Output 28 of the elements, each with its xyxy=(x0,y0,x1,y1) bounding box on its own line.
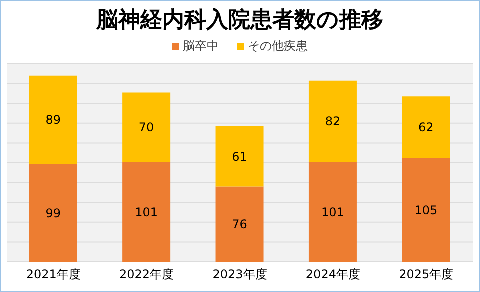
bar xyxy=(122,162,171,262)
data-label: 101 xyxy=(135,205,158,220)
bar xyxy=(216,126,264,187)
data-label: 82 xyxy=(325,114,341,129)
data-label: 70 xyxy=(138,120,154,135)
bar xyxy=(402,96,450,158)
bar xyxy=(402,158,450,262)
bar xyxy=(216,186,264,262)
data-label: 105 xyxy=(414,203,438,218)
x-tick-label: 2023年度 xyxy=(212,268,268,282)
bar xyxy=(29,76,78,164)
chart-title: 脳神経内科入院患者数の推移 xyxy=(95,7,384,35)
data-label: 61 xyxy=(232,150,248,164)
data-label: 76 xyxy=(232,218,248,232)
bar xyxy=(29,164,78,262)
x-tick-label: 2024年度 xyxy=(306,268,360,282)
data-label: 62 xyxy=(418,120,434,135)
bar xyxy=(308,80,357,162)
x-tick-label: 2022年度 xyxy=(120,268,174,282)
x-tick-label: 2025年度 xyxy=(399,268,454,282)
legend-label: 脳卒中 xyxy=(182,38,219,55)
data-label: 101 xyxy=(322,205,344,220)
data-label: 99 xyxy=(46,206,62,220)
x-tick-label: 2021年度 xyxy=(26,268,81,282)
data-label: 89 xyxy=(46,113,62,128)
legend-label: その他疾患 xyxy=(247,38,308,55)
bar xyxy=(122,92,171,162)
bar xyxy=(308,162,357,262)
